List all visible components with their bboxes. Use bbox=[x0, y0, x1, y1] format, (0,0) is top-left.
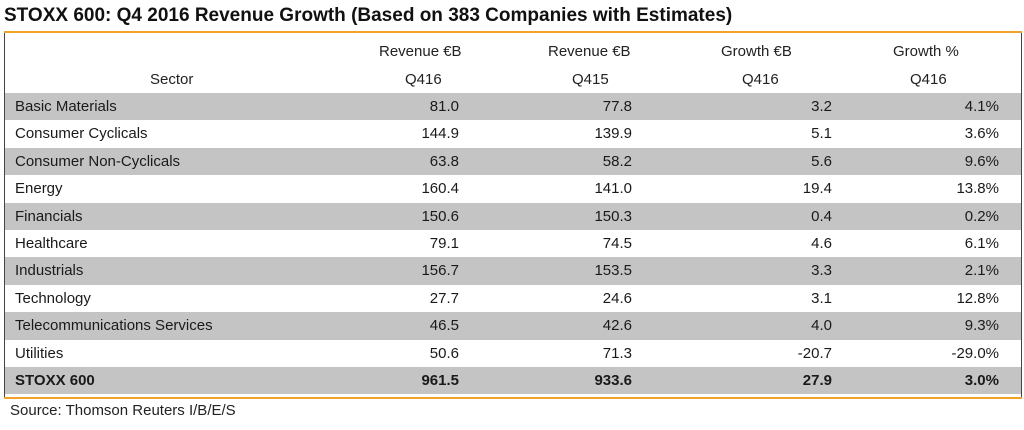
sector-cell: Utilities bbox=[15, 344, 64, 362]
table-row: Technology 27.7 24.6 3.1 12.8% bbox=[5, 285, 1021, 312]
rev-q415-cell: 141.0 bbox=[594, 180, 632, 198]
rev-q416-cell: 150.6 bbox=[421, 207, 459, 225]
sector-cell: STOXX 600 bbox=[15, 371, 95, 389]
growth-pct-cell: 4.1% bbox=[964, 98, 999, 115]
header-growth-pct-line1: Growth % bbox=[893, 43, 959, 60]
growth-pct-cell: 6.1% bbox=[964, 234, 999, 252]
growth-eur-cell: 3.2 bbox=[811, 98, 832, 115]
header-growth-eur-line1: Growth €B bbox=[721, 43, 792, 60]
sector-cell: Energy bbox=[15, 180, 63, 198]
rev-q416-cell: 46.5 bbox=[429, 317, 459, 335]
growth-pct-cell: 13.8% bbox=[956, 180, 999, 198]
table-row: Consumer Non-Cyclicals 63.8 58.2 5.6 9.6% bbox=[5, 147, 1021, 176]
header-rev-q415-line1: Revenue €B bbox=[548, 43, 631, 60]
header-sector: Sector bbox=[150, 71, 194, 88]
rev-q415-cell: 139.9 bbox=[594, 125, 632, 143]
table-row: Healthcare 79.1 74.5 4.6 6.1% bbox=[5, 230, 1021, 257]
rev-q416-cell: 63.8 bbox=[429, 152, 459, 170]
rev-q416-cell: 79.1 bbox=[429, 234, 459, 252]
rev-q416-cell: 961.5 bbox=[421, 371, 459, 389]
rev-q416-cell: 50.6 bbox=[429, 344, 459, 362]
growth-eur-cell: -20.7 bbox=[797, 344, 832, 362]
sector-cell: Consumer Non-Cyclicals bbox=[15, 152, 181, 170]
top-accent-rule bbox=[4, 31, 1022, 33]
growth-eur-cell: 3.1 bbox=[811, 289, 832, 307]
growth-pct-cell: 3.0% bbox=[964, 371, 999, 389]
sector-cell: Consumer Cyclicals bbox=[15, 125, 148, 143]
growth-pct-cell: 0.2% bbox=[964, 207, 999, 225]
bottom-accent-rule bbox=[4, 397, 1022, 399]
rev-q416-cell: 81.0 bbox=[429, 98, 459, 115]
revenue-growth-table: Sector Revenue €B Q416 Revenue €B Q415 G… bbox=[4, 33, 1022, 397]
header-growth-eur-line2: Q416 bbox=[742, 71, 779, 88]
source-note: Source: Thomson Reuters I/B/E/S bbox=[10, 402, 236, 419]
sector-cell: Technology bbox=[15, 289, 91, 307]
growth-eur-cell: 5.1 bbox=[811, 125, 832, 143]
sector-cell: Financials bbox=[15, 207, 83, 225]
rev-q416-cell: 160.4 bbox=[421, 180, 459, 198]
growth-pct-cell: 3.6% bbox=[964, 125, 999, 143]
sector-cell: Healthcare bbox=[15, 234, 88, 252]
table-header: Sector Revenue €B Q416 Revenue €B Q415 G… bbox=[5, 33, 1021, 93]
header-growth-pct-line2: Q416 bbox=[910, 71, 947, 88]
sector-cell: Basic Materials bbox=[15, 98, 117, 115]
rev-q415-cell: 933.6 bbox=[594, 371, 632, 389]
table-row: Basic Materials 81.0 77.8 3.2 4.1% bbox=[5, 93, 1021, 121]
growth-pct-cell: -29.0% bbox=[951, 344, 999, 362]
rev-q416-cell: 156.7 bbox=[421, 262, 459, 280]
header-rev-q416-line2: Q416 bbox=[405, 71, 442, 88]
header-rev-q415-line2: Q415 bbox=[572, 71, 609, 88]
growth-eur-cell: 4.6 bbox=[811, 234, 832, 252]
header-rev-q416-line1: Revenue €B bbox=[379, 43, 462, 60]
growth-eur-cell: 27.9 bbox=[802, 371, 832, 389]
growth-pct-cell: 2.1% bbox=[964, 262, 999, 280]
table-row: Telecommunications Services 46.5 42.6 4.0 9.… bbox=[5, 312, 1021, 340]
growth-eur-cell: 3.3 bbox=[811, 262, 832, 280]
growth-pct-cell: 9.3% bbox=[964, 317, 999, 335]
growth-pct-cell: 9.6% bbox=[964, 152, 999, 170]
table-row: Financials 150.6 150.3 0.4 0.2% bbox=[5, 202, 1021, 230]
rev-q416-cell: 27.7 bbox=[429, 289, 459, 307]
rev-q415-cell: 24.6 bbox=[602, 289, 632, 307]
table-row: Industrials 156.7 153.5 3.3 2.1% bbox=[5, 257, 1021, 285]
table-row: Utilities 50.6 71.3 -20.7 -29.0% bbox=[5, 340, 1021, 367]
rev-q415-cell: 77.8 bbox=[602, 98, 632, 115]
growth-eur-cell: 0.4 bbox=[811, 207, 832, 225]
rev-q415-cell: 58.2 bbox=[602, 152, 632, 170]
total-row: STOXX 600 961.5 933.6 27.9 3.0% bbox=[5, 366, 1021, 395]
rev-q415-cell: 74.5 bbox=[602, 234, 632, 252]
rev-q415-cell: 153.5 bbox=[594, 262, 632, 280]
table-row: Energy 160.4 141.0 19.4 13.8% bbox=[5, 175, 1021, 202]
table-row: Consumer Cyclicals 144.9 139.9 5.1 3.6% bbox=[5, 120, 1021, 147]
rev-q415-cell: 150.3 bbox=[594, 207, 632, 225]
growth-pct-cell: 12.8% bbox=[956, 289, 999, 307]
table-body: Basic Materials 81.0 77.8 3.2 4.1% Consumer C… bbox=[5, 93, 1021, 395]
growth-eur-cell: 19.4 bbox=[802, 180, 832, 198]
growth-eur-cell: 4.0 bbox=[811, 317, 832, 335]
sector-cell: Telecommunications Services bbox=[15, 317, 213, 335]
rev-q415-cell: 71.3 bbox=[602, 344, 632, 362]
table-title: STOXX 600: Q4 2016 Revenue Growth (Based… bbox=[4, 5, 733, 26]
rev-q415-cell: 42.6 bbox=[602, 317, 632, 335]
sector-cell: Industrials bbox=[15, 262, 84, 280]
rev-q416-cell: 144.9 bbox=[421, 125, 459, 143]
growth-eur-cell: 5.6 bbox=[811, 152, 832, 170]
